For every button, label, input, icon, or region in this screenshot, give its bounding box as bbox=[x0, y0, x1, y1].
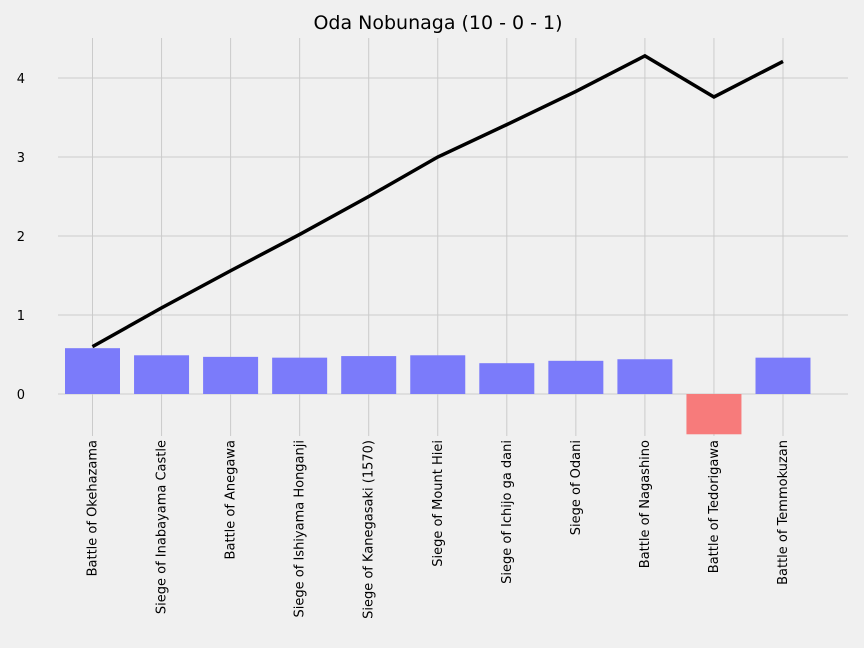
x-tick-label: Battle of Tedorigawa bbox=[707, 440, 722, 573]
bar bbox=[410, 355, 466, 394]
x-tick-label: Siege of Ichijo ga dani bbox=[500, 440, 515, 584]
bar bbox=[134, 355, 190, 394]
x-grid bbox=[92, 38, 784, 436]
x-tick-label: Siege of Mount Hiei bbox=[431, 440, 446, 567]
x-tick-label: Siege of Kanegasaki (1570) bbox=[362, 440, 377, 619]
bar bbox=[686, 394, 742, 435]
y-tick-label: 0 bbox=[17, 388, 25, 403]
bar bbox=[617, 359, 673, 394]
x-tick-label: Battle of Anegawa bbox=[224, 440, 239, 559]
x-tick-label: Battle of Nagashino bbox=[638, 440, 653, 568]
y-grid bbox=[58, 77, 848, 395]
cumulative-line-series bbox=[91, 53, 784, 349]
bar-series bbox=[65, 348, 811, 435]
bar bbox=[755, 357, 811, 394]
y-tick-label: 2 bbox=[17, 230, 25, 245]
bar bbox=[479, 363, 535, 394]
x-tick-label: Siege of Ishiyama Honganji bbox=[293, 440, 308, 617]
y-axis-ticks: 0 1 2 3 4 bbox=[17, 72, 25, 403]
y-tick-label: 3 bbox=[17, 151, 25, 166]
y-tick-label: 1 bbox=[17, 309, 25, 324]
x-tick-label: Siege of Odani bbox=[569, 440, 584, 535]
y-tick-label: 4 bbox=[17, 72, 25, 87]
cumulative-line bbox=[91, 53, 784, 349]
x-tick-label: Siege of Inabayama Castle bbox=[155, 440, 170, 614]
bar bbox=[272, 357, 328, 394]
x-axis-category-labels: Battle of Okehazama Siege of Inabayama Ca… bbox=[86, 440, 792, 619]
chart-title: Oda Nobunaga (10 - 0 - 1) bbox=[313, 12, 562, 34]
x-tick-label: Battle of Okehazama bbox=[86, 440, 101, 576]
bar bbox=[65, 348, 120, 394]
bar bbox=[341, 356, 397, 394]
bar bbox=[548, 360, 604, 394]
bar bbox=[203, 356, 259, 394]
x-tick-label: Battle of Temmokuzan bbox=[776, 440, 791, 585]
